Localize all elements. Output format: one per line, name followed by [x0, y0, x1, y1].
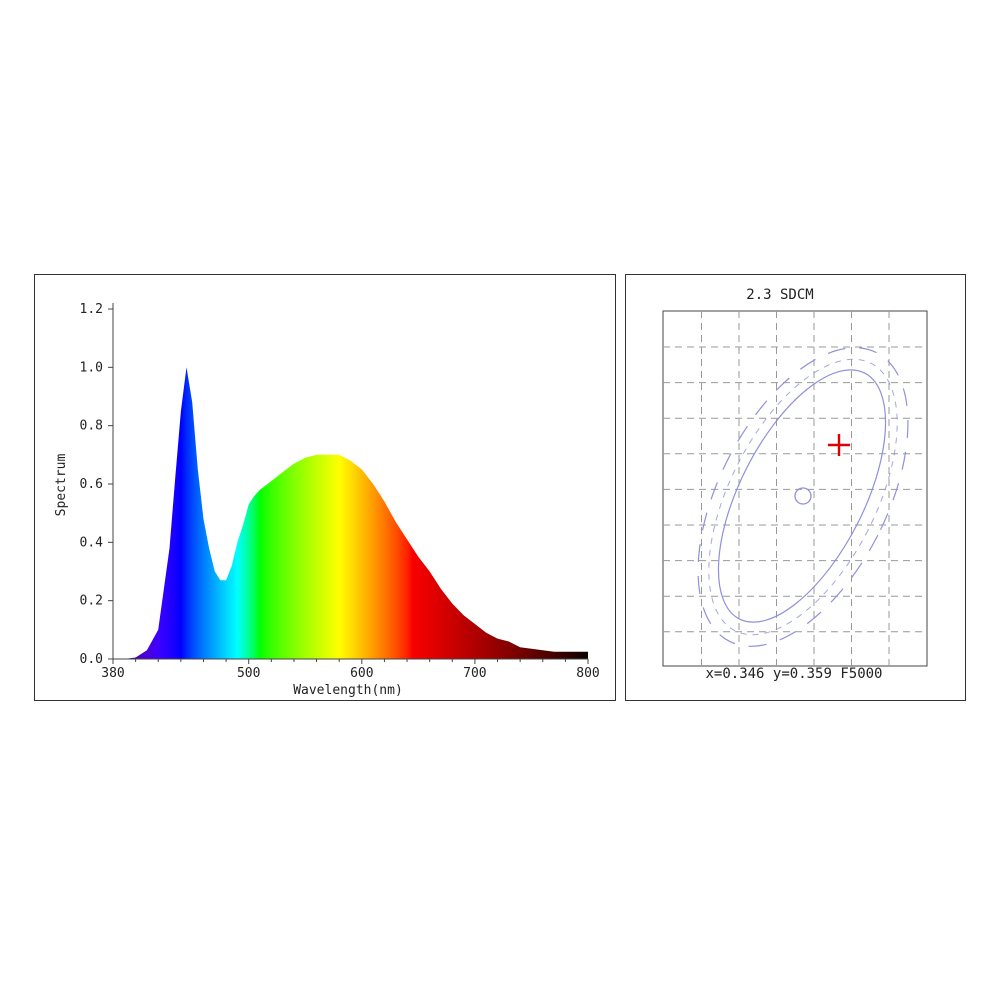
y-tick-label: 0.0: [80, 652, 103, 667]
sdcm-panel: 2.3 SDCM x=0.346 y=0.359 F5000: [625, 274, 966, 701]
x-tick-label: 800: [576, 666, 599, 681]
spectrum-panel: 0.0 0.2 0.4 0.6 0.8 1.0 1.2 380 500 600 700 800 Spe…: [34, 274, 616, 701]
x-tick-label: 600: [350, 666, 373, 681]
sdcm-title: 2.3 SDCM: [746, 287, 813, 303]
sdcm-chart: 2.3 SDCM x=0.346 y=0.359 F5000: [662, 287, 928, 682]
sdcm-grid: [663, 311, 927, 666]
sdcm-outer-ellipse: [697, 347, 909, 647]
sdcm-inner-ellipse: [717, 369, 887, 623]
y-tick-label: 0.8: [80, 419, 103, 434]
y-tick-label: 1.2: [80, 302, 103, 317]
sdcm-ellipses: [697, 347, 909, 647]
spectrum-area: [113, 367, 588, 660]
y-tick-label: 0.2: [80, 594, 103, 609]
x-tick-label: 700: [463, 666, 486, 681]
sdcm-coordinates-caption: x=0.346 y=0.359 F5000: [705, 666, 882, 682]
x-tick-label: 380: [101, 666, 124, 681]
x-tick-label: 500: [237, 666, 260, 681]
reference-center-marker: [794, 487, 812, 505]
y-tick-label: 1.0: [80, 360, 103, 375]
sdcm-middle-ellipse: [708, 358, 898, 636]
y-tick-label: 0.6: [80, 477, 103, 492]
x-axis-label: Wavelength(nm): [293, 683, 403, 698]
measured-point-marker: [828, 434, 850, 456]
spectrum-chart: 0.0 0.2 0.4 0.6 0.8 1.0 1.2 380 500 600 700 800 Spe…: [54, 302, 600, 698]
sdcm-plot-frame: [662, 310, 928, 667]
spectrum-axes: 0.0 0.2 0.4 0.6 0.8 1.0 1.2 380 500 600 700 800: [80, 302, 600, 681]
y-axis-label: Spectrum: [54, 454, 69, 517]
y-tick-label: 0.4: [80, 535, 104, 550]
